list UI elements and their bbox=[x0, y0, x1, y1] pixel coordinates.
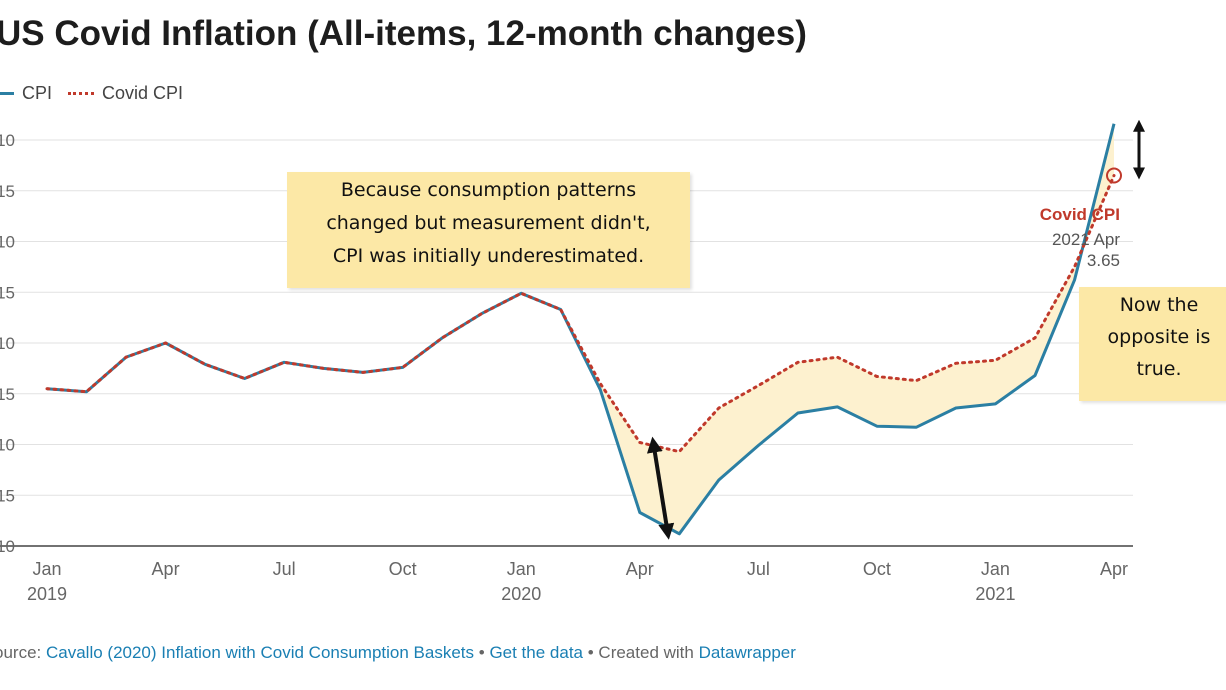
annotation-line: Now the bbox=[1119, 294, 1199, 316]
x-tick-label: Apr bbox=[626, 559, 654, 579]
x-tick-label: Jan bbox=[32, 559, 61, 579]
annotation-line: opposite is bbox=[1107, 326, 1211, 348]
annotation-line: CPI was initially underestimated. bbox=[332, 245, 645, 267]
legend-item-cpi: CPI bbox=[0, 83, 52, 104]
x-axis-ticks: Jan 2019 Apr Jul Oct Jan 2020 Apr Jul Oct Jan 2021 A… bbox=[27, 559, 1128, 604]
callout-value: 3.65 bbox=[1086, 251, 1120, 270]
covid-cpi-end-marker bbox=[1106, 167, 1122, 184]
series-line-covid-cpi bbox=[45, 174, 1116, 454]
y-tick-label: 10 bbox=[0, 334, 15, 353]
annotation-line: true. bbox=[1136, 358, 1182, 380]
annotation-opposite: Now the opposite is true. bbox=[1079, 287, 1226, 401]
legend-swatch-covid-cpi bbox=[68, 92, 95, 95]
source-separator: • Created with bbox=[583, 643, 699, 662]
annotation-line: Because consumption patterns bbox=[340, 179, 637, 201]
source-prefix: ource: bbox=[0, 643, 42, 662]
x-tick-label: Oct bbox=[389, 559, 417, 579]
y-tick-label: 10 bbox=[0, 537, 15, 556]
legend-swatch-cpi bbox=[0, 92, 14, 95]
legend: CPI Covid CPI bbox=[0, 83, 199, 104]
x-tick-label: Jan bbox=[981, 559, 1010, 579]
y-tick-label: 10 bbox=[0, 233, 15, 252]
legend-label-covid-cpi: Covid CPI bbox=[102, 83, 184, 103]
y-tick-label: 10 bbox=[0, 131, 15, 150]
x-tick-year-label: 2021 bbox=[975, 584, 1015, 604]
x-tick-label: Jan bbox=[507, 559, 536, 579]
x-tick-label: Apr bbox=[152, 559, 180, 579]
callout-series-name: Covid CPI bbox=[1039, 205, 1120, 224]
gap-arrow-2020 bbox=[646, 436, 675, 540]
x-tick-label: Jul bbox=[747, 559, 770, 579]
x-tick-year-label: 2020 bbox=[501, 584, 541, 604]
chart-title: US Covid Inflation (All-items, 12-month … bbox=[0, 14, 807, 53]
annotation-line: changed but measurement didn't, bbox=[326, 212, 651, 234]
get-the-data-link[interactable]: Get the data bbox=[489, 643, 584, 662]
source-link-cavallo[interactable]: Cavallo (2020) Inflation with Covid Cons… bbox=[45, 643, 475, 662]
y-tick-label: 10 bbox=[0, 436, 15, 455]
callout-date: 2021 Apr bbox=[1051, 230, 1120, 249]
y-axis-ticks: 10 15 10 15 10 15 10 15 10 bbox=[0, 131, 15, 556]
legend-item-covid-cpi: Covid CPI bbox=[68, 83, 183, 104]
x-tick-label: Oct bbox=[863, 559, 891, 579]
y-tick-label: 15 bbox=[0, 182, 15, 201]
source-separator: • bbox=[474, 643, 490, 662]
datawrapper-link[interactable]: Datawrapper bbox=[698, 643, 796, 662]
x-tick-label: Jul bbox=[273, 559, 296, 579]
legend-label-cpi: CPI bbox=[22, 83, 53, 103]
annotation-underestimated: Because consumption patterns changed but… bbox=[287, 172, 690, 288]
y-tick-label: 15 bbox=[0, 486, 15, 505]
x-tick-label: Apr bbox=[1100, 559, 1128, 579]
source-line: ource: Cavallo (2020) Inflation with Cov… bbox=[0, 643, 796, 663]
y-tick-label: 15 bbox=[0, 283, 15, 302]
x-tick-year-label: 2019 bbox=[27, 584, 67, 604]
y-tick-label: 15 bbox=[0, 385, 15, 404]
